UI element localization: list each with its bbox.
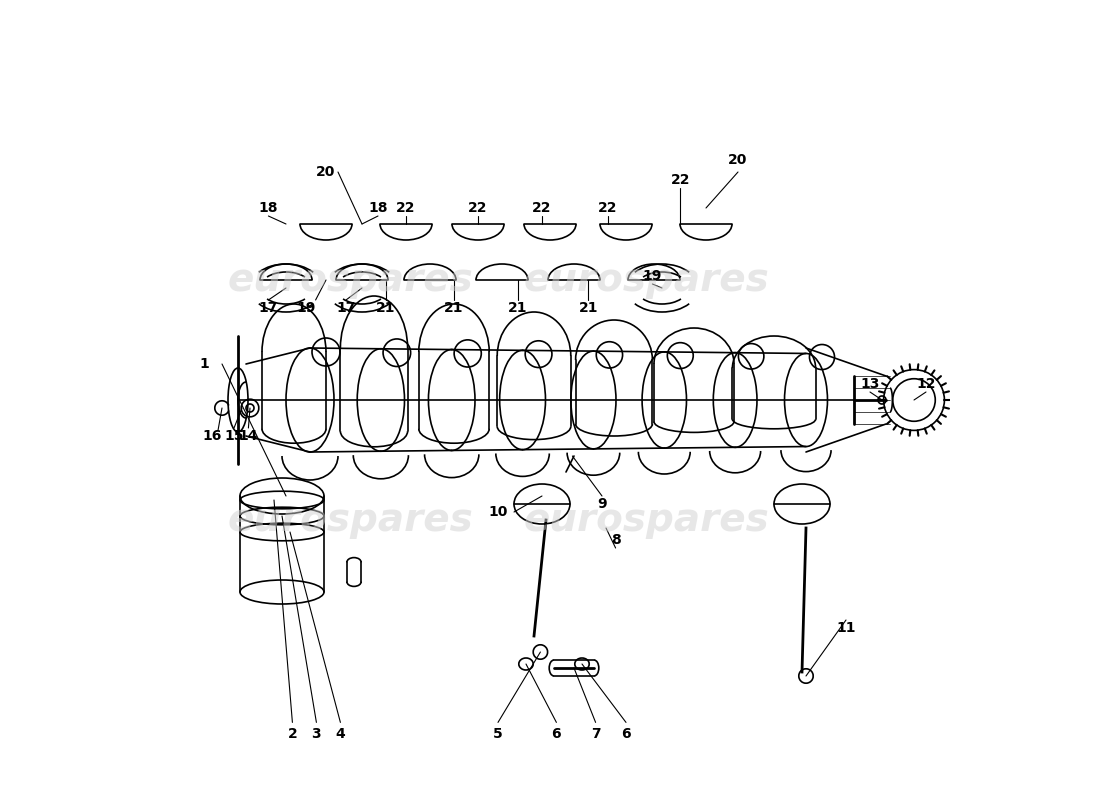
Text: 20: 20 [728, 153, 748, 167]
Text: eurospares: eurospares [227, 501, 473, 539]
Text: 19: 19 [642, 269, 662, 283]
Text: 19: 19 [296, 301, 316, 315]
Text: 21: 21 [508, 301, 528, 315]
Text: 6: 6 [621, 726, 630, 741]
Text: 18: 18 [368, 201, 387, 215]
Text: 3: 3 [311, 726, 321, 741]
Text: 17: 17 [337, 301, 355, 315]
Text: eurospares: eurospares [227, 261, 473, 299]
Text: 12: 12 [916, 377, 936, 391]
Text: 21: 21 [444, 301, 464, 315]
Text: 18: 18 [258, 201, 278, 215]
Text: eurospares: eurospares [524, 501, 769, 539]
Text: 10: 10 [488, 505, 508, 519]
Text: 22: 22 [671, 173, 690, 187]
Text: 7: 7 [591, 726, 601, 741]
Text: 15: 15 [224, 429, 244, 443]
Text: 22: 22 [532, 201, 552, 215]
Text: 21: 21 [579, 301, 598, 315]
Text: 21: 21 [376, 301, 396, 315]
Text: 11: 11 [836, 621, 856, 635]
Text: 14: 14 [239, 429, 258, 443]
Text: 22: 22 [469, 201, 487, 215]
Text: 9: 9 [597, 497, 607, 511]
Text: 2: 2 [287, 726, 297, 741]
Text: 5: 5 [493, 726, 503, 741]
Text: 22: 22 [597, 201, 617, 215]
Text: eurospares: eurospares [524, 261, 769, 299]
Text: 1: 1 [199, 357, 209, 371]
Text: 22: 22 [396, 201, 416, 215]
Text: 6: 6 [551, 726, 561, 741]
Text: 17: 17 [258, 301, 278, 315]
Text: 20: 20 [317, 165, 336, 179]
Text: 8: 8 [610, 533, 620, 547]
Text: 4: 4 [336, 726, 345, 741]
Text: 16: 16 [202, 429, 222, 443]
Text: 13: 13 [860, 377, 880, 391]
